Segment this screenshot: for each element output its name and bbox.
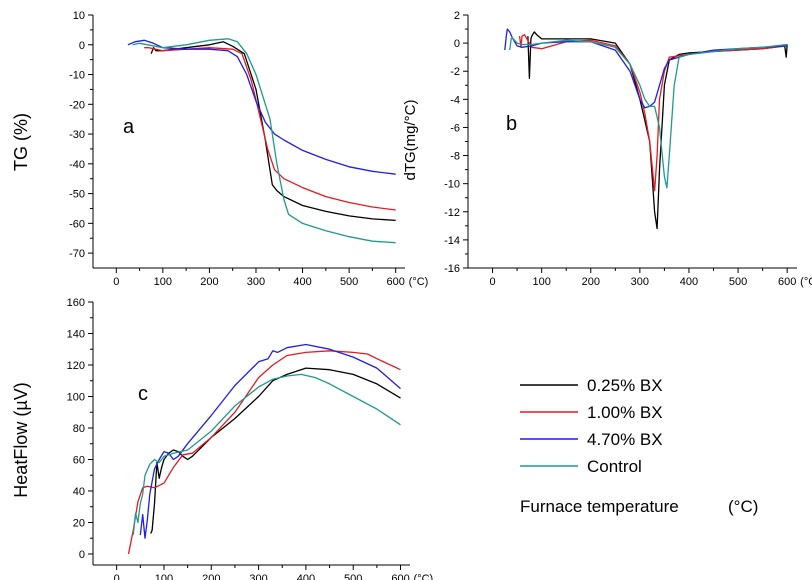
series-line-1-00-bx: [144, 47, 396, 211]
y-tick-label: 120: [67, 360, 85, 372]
x-tick-label: 400: [297, 573, 315, 580]
y-tick-label: 0: [79, 549, 85, 561]
x-unit-label: (°C): [414, 573, 434, 580]
y-tick-label: 160: [67, 297, 85, 309]
y-tick-label: 60: [73, 454, 85, 466]
y-tick-label: 80: [73, 423, 85, 435]
y-tick-label: -2: [450, 66, 460, 78]
x-tick-label: 200: [200, 276, 218, 288]
x-tick-label: 600: [387, 276, 405, 288]
y-axis-label: dTG(mg/°C): [402, 99, 419, 180]
x-tick-label: 500: [729, 276, 747, 288]
y-tick-label: -14: [444, 235, 460, 247]
legend: 0.25% BX 1.00% BX 4.70% BX Control: [520, 376, 663, 476]
series-line-4-70-bx: [139, 343, 401, 539]
y-tick-label: -20: [69, 99, 85, 111]
y-tick-label: -16: [444, 263, 460, 275]
y-tick-label: 10: [73, 10, 85, 22]
series-line-control: [132, 38, 396, 244]
y-tick-label: -30: [69, 129, 85, 141]
panel-label: a: [123, 116, 135, 138]
x-tick-label: 600: [391, 573, 409, 580]
x-tick-label: 300: [249, 573, 267, 580]
y-tick-label: -10: [444, 179, 460, 191]
y-tick-label: -70: [69, 248, 85, 260]
y-tick-label: -8: [450, 151, 460, 163]
x-tick-label: 500: [340, 276, 358, 288]
x-tick-label: 200: [202, 573, 220, 580]
series-line-0-25-bx: [150, 367, 401, 534]
x-tick-label: 500: [344, 573, 362, 580]
series-line-4-70-bx: [127, 39, 396, 175]
y-tick-label: 100: [67, 391, 85, 403]
x-unit-label: (°C): [409, 276, 429, 288]
panel-b-dtg-chart: 2 0 -2 -4 -6 -8 -10 -12 -14 -16 0 100 200 300 400 500 60…: [402, 10, 812, 288]
x-unit-label: (°C): [800, 276, 812, 288]
legend-label: 0.25% BX: [587, 376, 663, 395]
y-tick-label: -6: [450, 122, 460, 134]
panel-label: c: [138, 383, 148, 405]
furnace-temperature-unit: (°C): [728, 497, 758, 516]
furnace-temperature-label: Furnace temperature: [520, 497, 679, 516]
x-tick-label: 0: [113, 276, 119, 288]
x-tick-label: 300: [631, 276, 649, 288]
y-tick-label: 0: [454, 38, 460, 50]
y-tick-label: -40: [69, 159, 85, 171]
x-tick-label: 100: [154, 276, 172, 288]
x-tick-label: 0: [489, 276, 495, 288]
x-tick-label: 100: [155, 573, 173, 580]
legend-label: Control: [587, 457, 642, 476]
y-axis-label: TG (%): [11, 113, 31, 171]
series-line-control: [509, 36, 788, 189]
y-tick-label: 140: [67, 328, 85, 340]
legend-label: 4.70% BX: [587, 430, 663, 449]
y-tick-label: 20: [73, 517, 85, 529]
footer: Furnace temperature (°C): [520, 497, 758, 516]
y-tick-label: -10: [69, 70, 85, 82]
series-line-1-00-bx: [127, 350, 401, 555]
y-tick-label: -50: [69, 189, 85, 201]
series-line-1-00-bx: [518, 34, 788, 192]
y-tick-label: -12: [444, 207, 460, 219]
y-tick-label: -4: [450, 94, 460, 106]
y-tick-label: 0: [79, 40, 85, 52]
x-tick-label: 400: [680, 276, 698, 288]
y-axis-label: HeatFlow (µV): [11, 382, 31, 497]
x-tick-label: 0: [114, 573, 120, 580]
legend-label: 1.00% BX: [587, 403, 663, 422]
x-tick-label: 200: [582, 276, 600, 288]
x-tick-label: 300: [247, 276, 265, 288]
y-tick-label: 40: [73, 486, 85, 498]
series-line-4-70-bx: [504, 28, 788, 109]
x-tick-label: 400: [293, 276, 311, 288]
panel-label: b: [506, 113, 517, 135]
y-tick-label: 2: [454, 10, 460, 22]
series-line-0-25-bx: [150, 41, 396, 222]
y-tick-label: -60: [69, 218, 85, 230]
x-tick-label: 600: [778, 276, 796, 288]
series-line-control: [132, 373, 401, 536]
panel-a-tg-chart: 100-10-20-30-40-50-60-700 100 200 300 400 500…: [11, 10, 428, 288]
x-tick-label: 100: [532, 276, 550, 288]
